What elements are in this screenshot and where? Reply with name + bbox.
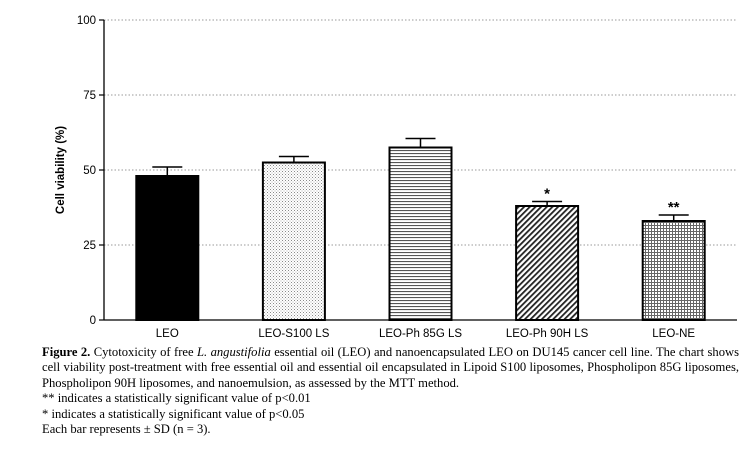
bar bbox=[641, 220, 706, 321]
chart-svg: 0 25 50 75 100 LEO LEO-S100 LS LEO-Ph 85G LS LEO… bbox=[55, 15, 737, 340]
note-single-star: * indicates a statistically significant … bbox=[42, 406, 305, 421]
bar bbox=[135, 175, 200, 321]
bar-chart: 0 25 50 75 100 LEO LEO-S100 LS LEO-Ph 85G LS LEO… bbox=[55, 15, 737, 340]
y-tick-label: 50 bbox=[83, 165, 96, 177]
note-sd: Each bar represents ± SD (n = 3). bbox=[42, 422, 211, 437]
x-tick-label: LEO bbox=[156, 328, 179, 340]
y-tick-label: 0 bbox=[90, 315, 96, 327]
x-tick-label: LEO-S100 LS bbox=[258, 328, 329, 340]
significance-marker: * bbox=[544, 186, 550, 203]
caption-main: Figure 2. Cytotoxicity of free L. angust… bbox=[42, 345, 739, 391]
figure-label: Figure 2. bbox=[42, 345, 91, 359]
labels: 0 25 50 75 100 LEO LEO-S100 LS LEO-Ph 85G LS LEO… bbox=[77, 15, 696, 340]
note-double-star: ** indicates a statistically significant… bbox=[42, 391, 311, 406]
bar bbox=[515, 205, 580, 321]
y-tick-label: 100 bbox=[77, 15, 96, 27]
x-tick-label: LEO-Ph 90H LS bbox=[506, 328, 589, 340]
caption-text-start: Cytotoxicity of free bbox=[93, 345, 194, 359]
x-tick-label: LEO-NE bbox=[652, 328, 695, 340]
bars bbox=[135, 137, 706, 321]
bar bbox=[261, 161, 326, 321]
species-name: L. angustifolia bbox=[197, 345, 271, 359]
caption-text-rest: essential oil (LEO) and nanoencapsulated… bbox=[42, 345, 740, 390]
x-tick-label: LEO-Ph 85G LS bbox=[379, 328, 462, 340]
y-axis-label: Cell viability (%) bbox=[55, 126, 67, 214]
y-tick-label: 25 bbox=[83, 240, 96, 252]
y-tick-label: 75 bbox=[83, 90, 96, 102]
figure-caption: Figure 2. Cytotoxicity of free L. angust… bbox=[42, 345, 739, 437]
significance-marker: ** bbox=[668, 199, 680, 216]
bar bbox=[388, 146, 453, 321]
